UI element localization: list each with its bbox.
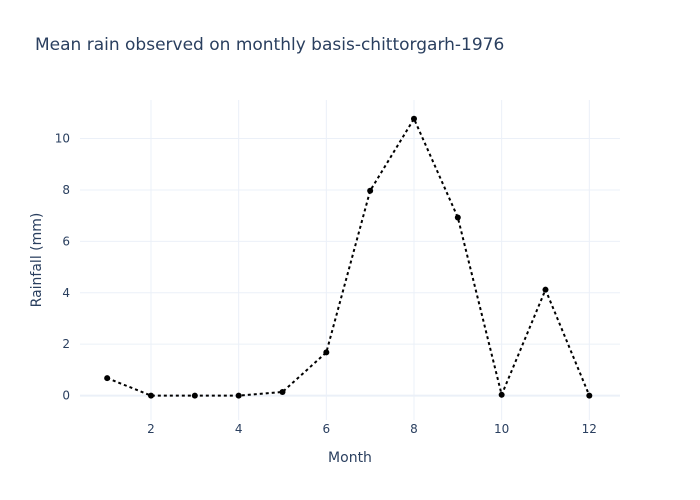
x-axis-title: Month xyxy=(328,450,372,466)
y-axis-ticks: 0 2 4 6 8 10 xyxy=(55,132,70,403)
data-point xyxy=(367,187,374,194)
data-point xyxy=(235,392,242,399)
x-tick-label: 8 xyxy=(410,422,418,436)
grid xyxy=(80,100,620,420)
x-tick-label: 6 xyxy=(323,422,331,436)
y-tick-label: 6 xyxy=(62,234,70,248)
data-point xyxy=(323,349,330,356)
y-tick-label: 10 xyxy=(55,132,70,146)
x-tick-label: 12 xyxy=(582,422,597,436)
y-tick-label: 2 xyxy=(62,337,70,351)
rainfall-series-line xyxy=(106,116,591,398)
y-tick-label: 0 xyxy=(62,389,70,403)
x-axis-ticks: 2 4 6 8 10 12 xyxy=(147,422,597,436)
data-point xyxy=(279,388,286,395)
data-point xyxy=(586,392,593,399)
x-tick-label: 4 xyxy=(235,422,243,436)
chart-title: Mean rain observed on monthly basis-chit… xyxy=(35,35,504,55)
data-point xyxy=(104,375,111,382)
data-point xyxy=(542,286,549,293)
data-point xyxy=(454,214,461,221)
data-point xyxy=(498,391,505,398)
rainfall-series-markers xyxy=(104,115,593,399)
y-tick-label: 8 xyxy=(62,183,70,197)
data-point xyxy=(148,392,155,399)
x-tick-label: 2 xyxy=(147,422,155,436)
data-point xyxy=(410,115,417,122)
y-axis-title: Rainfall (mm) xyxy=(29,213,45,308)
y-tick-label: 4 xyxy=(62,286,70,300)
data-point xyxy=(191,392,198,399)
x-tick-label: 10 xyxy=(494,422,509,436)
